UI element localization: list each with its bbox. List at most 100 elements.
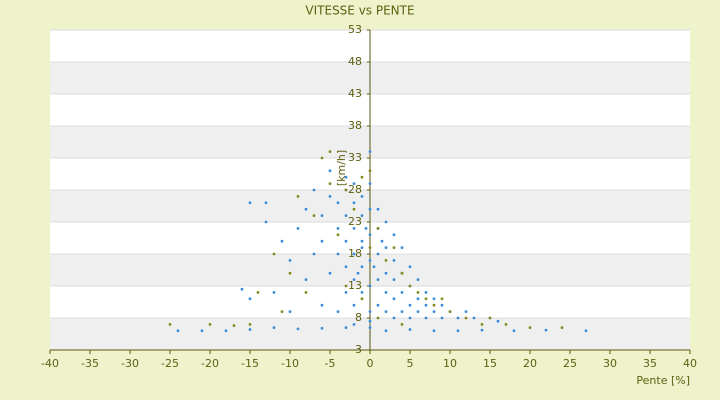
point	[368, 319, 372, 323]
point	[360, 297, 364, 301]
point	[320, 156, 324, 160]
point	[440, 303, 444, 307]
point	[352, 201, 356, 205]
point	[272, 326, 276, 329]
point	[320, 239, 324, 243]
point	[328, 150, 332, 154]
point	[448, 310, 452, 313]
point	[384, 271, 388, 275]
point	[272, 291, 276, 294]
point	[512, 329, 516, 333]
point	[256, 291, 260, 294]
point	[328, 182, 332, 186]
point	[320, 326, 324, 330]
point	[304, 278, 308, 281]
point	[376, 278, 380, 281]
point	[584, 329, 588, 333]
point	[288, 259, 292, 262]
point	[392, 233, 396, 237]
point	[384, 246, 388, 250]
point	[528, 326, 532, 329]
x-axis-label: Pente [%]	[636, 374, 690, 387]
point	[368, 233, 372, 237]
point	[368, 207, 372, 211]
point	[352, 227, 356, 230]
point	[280, 310, 284, 313]
point	[208, 323, 212, 326]
point	[248, 297, 252, 301]
point	[488, 316, 492, 320]
x-tick-label: -20	[201, 357, 219, 370]
point	[376, 227, 380, 230]
y-tick-label: 38	[348, 119, 362, 132]
y-tick-label: 28	[348, 183, 362, 196]
point	[480, 328, 484, 332]
point	[384, 291, 388, 294]
point	[280, 239, 284, 243]
point	[336, 233, 340, 237]
point	[368, 259, 372, 262]
x-tick-label: -35	[81, 357, 99, 370]
point	[344, 175, 348, 179]
point	[376, 207, 380, 211]
point	[408, 316, 412, 320]
x-tick-label: 25	[563, 357, 577, 370]
point	[336, 201, 340, 205]
point	[416, 291, 420, 294]
point	[456, 329, 460, 333]
point	[408, 284, 412, 288]
point	[380, 239, 384, 243]
point	[176, 329, 180, 333]
point	[376, 252, 380, 256]
point	[304, 291, 308, 294]
point	[312, 252, 316, 256]
point	[264, 201, 268, 205]
point	[368, 150, 372, 154]
point	[360, 265, 364, 269]
point	[544, 328, 548, 332]
point	[360, 239, 364, 243]
point	[328, 169, 332, 173]
point	[400, 271, 404, 275]
point	[320, 214, 324, 218]
point	[352, 303, 356, 307]
point	[504, 323, 508, 326]
point	[416, 297, 420, 301]
point	[384, 329, 388, 333]
point	[344, 326, 348, 329]
y-axis-label: [km/h]	[335, 150, 348, 186]
point	[360, 195, 364, 198]
point	[344, 188, 348, 192]
y-tick-label: 8	[355, 311, 362, 324]
point	[248, 323, 252, 326]
point	[360, 175, 364, 179]
point	[352, 207, 356, 211]
point	[272, 252, 276, 256]
point	[344, 239, 348, 243]
x-tick-label: 0	[367, 357, 374, 370]
point	[360, 246, 364, 250]
point	[400, 291, 404, 294]
point	[400, 246, 404, 250]
point	[384, 220, 388, 224]
y-tick-label: 43	[348, 87, 362, 100]
point	[352, 323, 356, 326]
point	[248, 201, 252, 205]
point	[296, 195, 300, 198]
point	[328, 271, 332, 275]
point	[360, 214, 364, 218]
point	[416, 310, 420, 313]
point	[408, 328, 412, 331]
point	[376, 303, 380, 307]
point	[336, 310, 340, 313]
point	[336, 227, 340, 230]
point	[392, 278, 396, 281]
point	[560, 326, 564, 329]
point	[368, 182, 372, 186]
point	[392, 259, 396, 262]
point	[368, 284, 372, 288]
point	[336, 252, 340, 256]
point	[368, 169, 372, 173]
point	[344, 265, 348, 269]
point	[384, 310, 388, 313]
